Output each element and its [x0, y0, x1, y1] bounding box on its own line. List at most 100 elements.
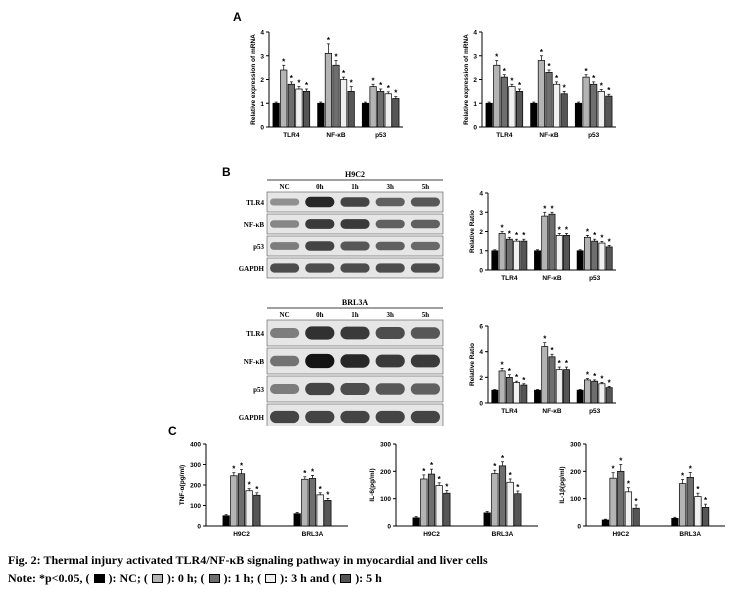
y-axis-label: IL-6(pg/ml) — [369, 468, 376, 501]
blot-band — [270, 263, 300, 273]
bar — [671, 517, 679, 527]
significance-mark: * — [608, 237, 612, 246]
bar — [553, 83, 561, 128]
bar — [347, 91, 355, 128]
bar — [563, 234, 570, 271]
bar — [591, 380, 599, 404]
significance-mark: * — [592, 74, 596, 83]
blot-band — [305, 219, 335, 229]
significance-mark: * — [558, 359, 562, 368]
bar — [513, 382, 521, 404]
bar — [287, 83, 295, 128]
y-tick-label: 3 — [260, 53, 264, 60]
significance-mark: * — [438, 475, 442, 484]
panel-a-label: A — [233, 10, 242, 24]
significance-mark: * — [327, 36, 331, 45]
y-tick-label: 100 — [190, 503, 201, 510]
blot-band — [375, 383, 405, 395]
significance-mark: * — [232, 465, 236, 474]
y-tick-label: 0 — [260, 125, 264, 132]
y-tick-label: 1 — [479, 248, 483, 255]
y-tick-label: 3 — [479, 210, 483, 217]
significance-mark: * — [558, 225, 562, 234]
blot-band — [410, 354, 440, 368]
bar — [412, 517, 420, 527]
x-tick-label: p53 — [589, 408, 601, 415]
significance-mark: * — [600, 234, 604, 243]
y-tick-label: 200 — [190, 483, 201, 490]
blot-band — [410, 327, 440, 339]
significance-mark: * — [394, 89, 398, 98]
bar — [508, 86, 516, 128]
significance-mark: * — [627, 480, 631, 489]
bar — [316, 494, 324, 527]
blot-row-label: NF-κB — [244, 358, 265, 366]
significance-mark: * — [681, 472, 685, 481]
bar — [491, 250, 499, 271]
significance-mark: * — [522, 376, 526, 385]
note-1h: ): 1 h; ( — [223, 571, 262, 585]
blot-band — [270, 383, 300, 395]
significance-mark: * — [290, 74, 294, 83]
blot-band — [340, 241, 370, 251]
y-axis-label: TNF-α(pg/ml) — [179, 465, 186, 505]
significance-mark: * — [607, 86, 611, 95]
swatch-1h — [208, 574, 220, 583]
blot-band — [375, 197, 405, 207]
blot-band — [340, 263, 370, 273]
blot-row-label: p53 — [253, 243, 264, 251]
x-tick-label: p53 — [589, 275, 601, 282]
significance-mark: * — [445, 482, 449, 491]
bar — [493, 64, 501, 128]
bar — [548, 213, 556, 271]
bar — [597, 91, 605, 128]
bar — [534, 389, 541, 404]
bar — [560, 93, 568, 128]
bar — [534, 250, 541, 271]
bar — [617, 470, 625, 527]
significance-mark: * — [422, 467, 426, 476]
bar — [632, 507, 640, 527]
significance-mark: * — [635, 497, 639, 506]
x-tick-label: BRL3A — [679, 531, 701, 538]
blot-band — [270, 410, 300, 424]
y-tick-label: 2 — [473, 77, 477, 84]
bar — [253, 494, 261, 527]
bar — [609, 477, 617, 527]
blot-band — [340, 197, 370, 207]
y-tick-label: 300 — [570, 442, 581, 449]
blot-band — [340, 219, 370, 229]
panel-b-label: B — [222, 165, 231, 179]
y-tick-label: 200 — [380, 469, 391, 476]
y-tick-label: 2 — [479, 375, 483, 382]
note-0h: ): 0 h; ( — [166, 571, 205, 585]
western-blot-brl3a: BRL3A NC 0h 1h 3h 5h TLR4 NF-κB p53 GAPDH — [239, 298, 444, 426]
blot-row-label: GAPDH — [239, 414, 265, 422]
x-tick-label: p53 — [588, 132, 600, 139]
bar — [491, 389, 499, 404]
significance-mark: * — [240, 462, 244, 471]
blot-band — [410, 410, 440, 424]
significance-mark: * — [565, 359, 569, 368]
significance-mark: * — [248, 481, 252, 490]
bar — [686, 476, 694, 527]
blot-row: NF-κB — [244, 347, 444, 375]
significance-mark: * — [619, 457, 623, 466]
bar — [601, 519, 610, 527]
x-tick-label: TLR4 — [501, 408, 518, 415]
significance-mark: * — [612, 465, 616, 474]
blot-row: TLR4 — [246, 191, 444, 213]
bar — [377, 91, 385, 128]
bar — [701, 507, 710, 527]
blot-lane-label: 0h — [316, 183, 324, 191]
y-tick-label: 0 — [479, 268, 483, 275]
bar — [280, 69, 288, 128]
y-tick-label: 3 — [473, 53, 477, 60]
blot-band — [270, 220, 300, 228]
x-tick-label: TLR4 — [283, 132, 300, 139]
significance-mark: * — [311, 467, 315, 476]
